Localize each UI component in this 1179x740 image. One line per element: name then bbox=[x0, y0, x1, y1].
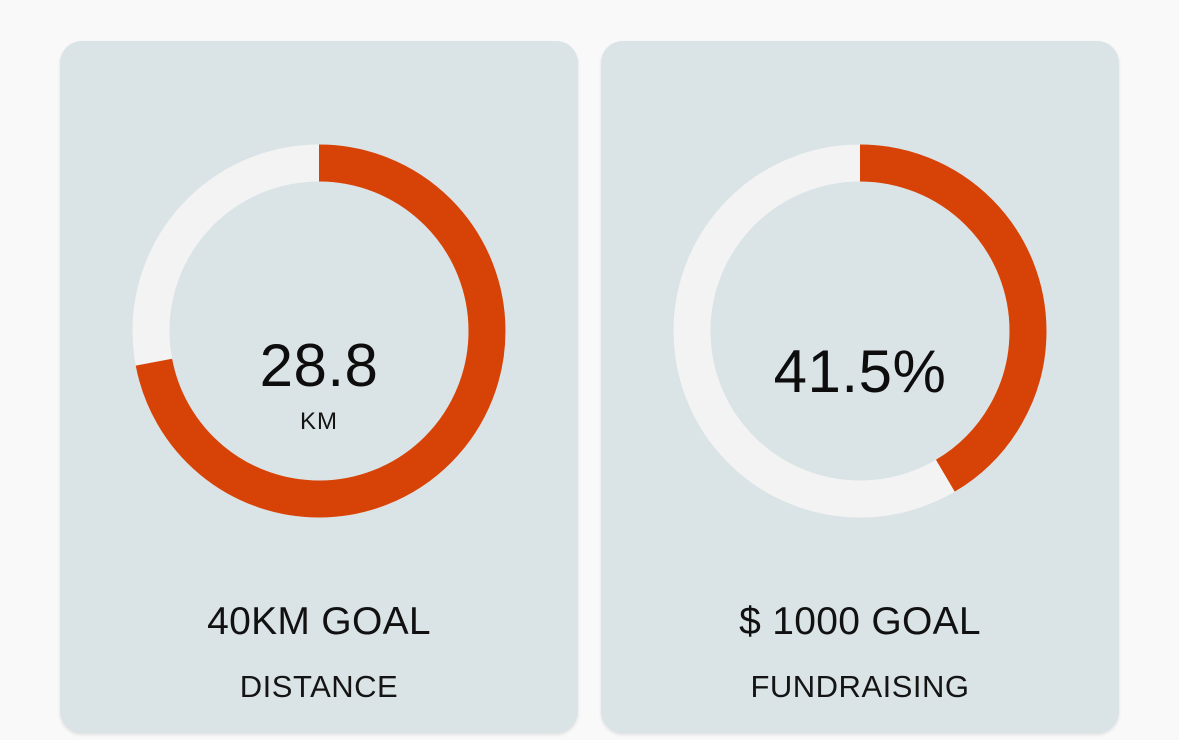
distance-card[interactable]: 28.8 KM 40KM GOAL DISTANCE bbox=[60, 41, 578, 733]
distance-goal-label: 40KM GOAL bbox=[207, 600, 431, 643]
fundraising-progress-ring bbox=[673, 144, 1047, 518]
fundraising-category-label: FUNDRAISING bbox=[750, 669, 970, 704]
distance-category-label: DISTANCE bbox=[239, 669, 399, 704]
distance-progress-ring bbox=[132, 144, 506, 518]
distance-value: 28.8 bbox=[259, 332, 379, 399]
fundraising-goal-label: $ 1000 GOAL bbox=[739, 600, 981, 643]
distance-unit: KM bbox=[300, 408, 338, 435]
distance-ring-progress bbox=[132, 144, 506, 518]
fundraising-ring-progress bbox=[673, 144, 1047, 518]
fundraising-value: 41.5% bbox=[773, 338, 947, 405]
fundraising-card[interactable]: 41.5% $ 1000 GOAL FUNDRAISING bbox=[601, 41, 1119, 733]
